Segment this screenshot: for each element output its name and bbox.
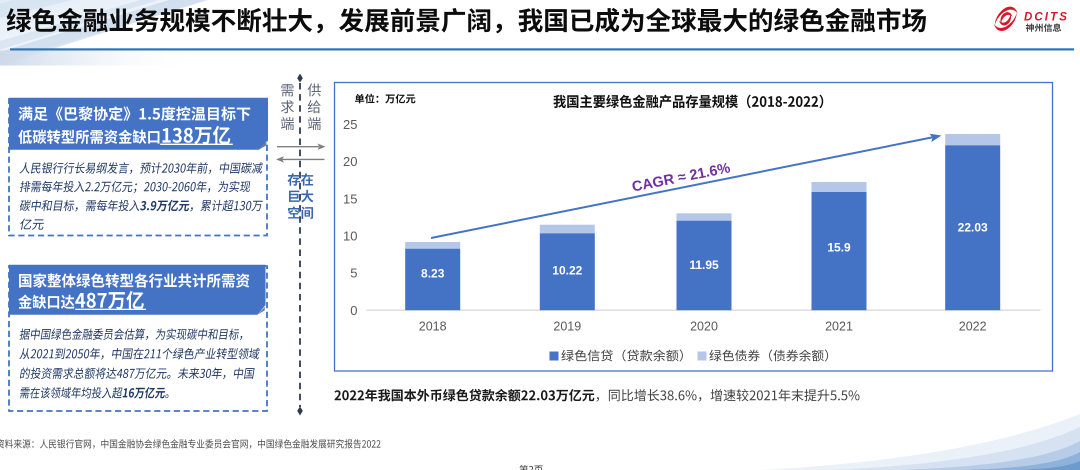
svg-text:15.9: 15.9 <box>827 240 851 254</box>
svg-text:0: 0 <box>350 303 357 318</box>
svg-text:15: 15 <box>343 191 357 206</box>
svg-text:2019: 2019 <box>553 319 581 333</box>
svg-text:2018: 2018 <box>419 319 447 333</box>
svg-text:2022: 2022 <box>959 319 987 333</box>
svg-text:25: 25 <box>343 117 357 132</box>
svg-text:10.22: 10.22 <box>552 263 582 277</box>
svg-text:DCITS: DCITS <box>1024 12 1069 24</box>
svg-text:22.03: 22.03 <box>958 220 988 234</box>
svg-text:11.95: 11.95 <box>689 258 719 272</box>
svg-text:2021: 2021 <box>825 319 853 333</box>
svg-text:5: 5 <box>350 266 357 281</box>
svg-text:2020: 2020 <box>690 319 718 333</box>
svg-text:10: 10 <box>343 229 357 244</box>
svg-text:8.23: 8.23 <box>421 267 445 281</box>
svg-text:20: 20 <box>343 154 357 169</box>
